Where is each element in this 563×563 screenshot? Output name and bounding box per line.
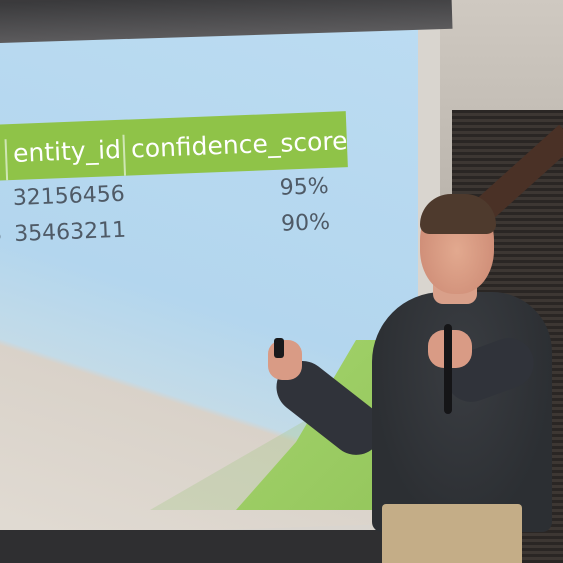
presentation-clicker — [274, 338, 284, 358]
screen-bottom-edge — [0, 530, 410, 563]
presenter-pants — [382, 504, 522, 563]
presenter-sweater — [372, 292, 552, 532]
presenter-hair — [420, 194, 496, 234]
microphone — [444, 324, 452, 414]
presenter-left-hand — [268, 340, 302, 380]
